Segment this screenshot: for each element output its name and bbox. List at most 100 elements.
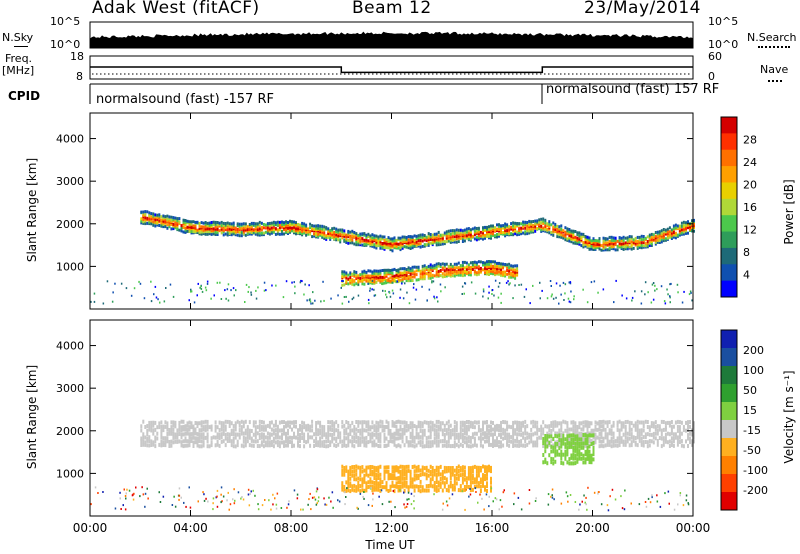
power-cell xyxy=(447,229,450,233)
power-cell xyxy=(319,224,322,228)
velocity-cell xyxy=(590,453,593,458)
power-cell xyxy=(415,234,418,238)
velocity-cell xyxy=(429,477,432,482)
power-cell xyxy=(514,264,517,268)
velocity-cell xyxy=(206,432,209,437)
velocity-cell xyxy=(431,469,434,474)
power-cell xyxy=(339,234,342,238)
velocity-cell xyxy=(361,483,364,488)
power-cell xyxy=(383,243,386,247)
power-cell xyxy=(419,275,422,279)
power-cell xyxy=(210,223,213,227)
velocity-cell xyxy=(126,488,128,491)
power-cell xyxy=(226,221,229,225)
velocity-cell xyxy=(620,495,622,498)
power-cell xyxy=(335,238,338,242)
velocity-cell xyxy=(463,465,466,470)
power-cell xyxy=(357,294,360,297)
velocity-cell xyxy=(437,472,440,477)
velocity-cell xyxy=(441,470,444,474)
power-cell xyxy=(234,233,237,237)
power-cell xyxy=(494,265,496,269)
velocity-cell xyxy=(586,431,589,436)
velocity-cell xyxy=(359,436,362,441)
power-cell xyxy=(500,292,502,295)
velocity-cell xyxy=(443,476,446,481)
velocity-cell xyxy=(562,461,565,466)
power-cell xyxy=(419,233,422,237)
velocity-cell xyxy=(410,492,413,495)
velocity-cell xyxy=(172,427,175,432)
velocity-cell xyxy=(482,420,484,425)
velocity-cell xyxy=(484,485,486,490)
power-cell xyxy=(685,231,687,235)
power-cell xyxy=(379,271,382,275)
power-cell xyxy=(222,233,225,237)
power-cell xyxy=(385,242,388,246)
velocity-cell xyxy=(687,427,689,432)
velocity-cell xyxy=(461,436,464,441)
velocity-cell xyxy=(451,493,454,496)
velocity-cell xyxy=(668,502,670,505)
velocity-cell xyxy=(176,428,179,433)
power-cell xyxy=(475,227,478,230)
colorbar-tick-label: 100 xyxy=(743,364,764,377)
power-cell xyxy=(285,224,287,228)
velocity-cell xyxy=(220,421,223,426)
power-cell xyxy=(449,262,452,266)
velocity-cell xyxy=(180,496,182,499)
velocity-cell xyxy=(383,428,386,433)
power-cell xyxy=(465,234,468,238)
velocity-cell xyxy=(479,484,482,489)
power-cell xyxy=(538,218,541,222)
velocity-cell xyxy=(498,424,500,429)
power-cell xyxy=(500,262,502,266)
power-cell xyxy=(666,236,669,240)
power-cell xyxy=(369,274,372,278)
velocity-cell xyxy=(461,468,464,473)
velocity-cell xyxy=(347,473,350,478)
velocity-cell xyxy=(457,488,460,493)
velocity-cell xyxy=(363,491,365,493)
power-cell xyxy=(238,224,241,228)
power-cell xyxy=(317,234,320,238)
velocity-cell xyxy=(569,494,572,496)
power-cell xyxy=(443,233,446,237)
power-cell xyxy=(133,287,136,290)
power-cell xyxy=(397,280,400,284)
velocity-cell xyxy=(578,421,581,426)
velocity-cell xyxy=(331,420,334,424)
velocity-cell xyxy=(357,484,360,489)
velocity-cell xyxy=(371,440,374,445)
power-cell xyxy=(407,243,410,247)
power-cell xyxy=(196,231,199,234)
power-cell xyxy=(492,270,494,274)
velocity-cell xyxy=(528,440,531,445)
velocity-cell xyxy=(492,427,494,432)
power-cell xyxy=(303,231,306,235)
velocity-cell xyxy=(337,435,340,440)
power-cell xyxy=(439,283,442,286)
velocity-cell xyxy=(413,439,416,444)
power-cell xyxy=(439,274,442,278)
velocity-cell xyxy=(576,438,579,442)
velocity-cell xyxy=(488,431,490,436)
power-cell xyxy=(152,223,155,227)
velocity-cell xyxy=(602,439,605,444)
velocity-cell xyxy=(343,439,346,444)
velocity-cell xyxy=(380,489,383,492)
velocity-cell xyxy=(437,432,440,437)
power-cell xyxy=(387,243,390,247)
velocity-cell xyxy=(214,428,217,433)
power-cell xyxy=(365,238,368,242)
velocity-cell xyxy=(154,427,157,432)
velocity-cell xyxy=(419,479,422,484)
velocity-cell xyxy=(200,439,203,444)
velocity-cell xyxy=(297,432,299,437)
power-cell xyxy=(363,238,366,242)
power-cell xyxy=(463,239,466,243)
velocity-cell xyxy=(421,429,424,434)
velocity-cell xyxy=(361,477,364,482)
power-cell xyxy=(548,222,551,226)
velocity-cell xyxy=(196,432,199,437)
